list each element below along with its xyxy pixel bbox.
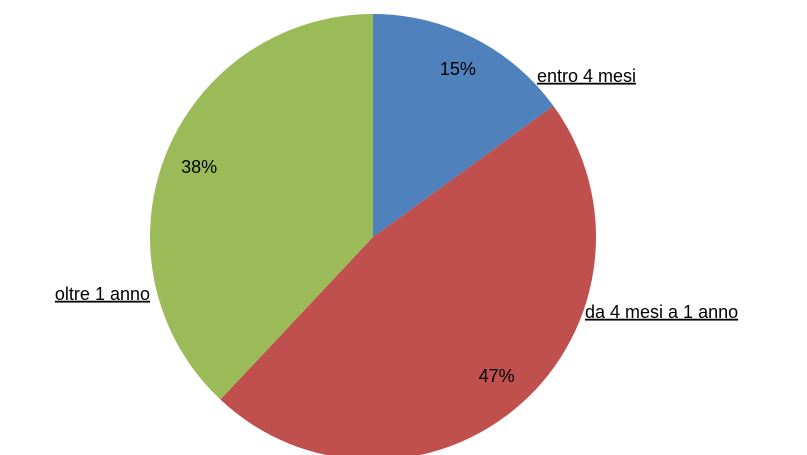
pie-slice bbox=[373, 14, 554, 237]
data-label: 47% bbox=[479, 366, 515, 386]
category-label: oltre 1 anno bbox=[55, 284, 150, 304]
pie-slice bbox=[149, 14, 373, 400]
data-label: 15% bbox=[440, 59, 476, 79]
category-label: entro 4 mesi bbox=[537, 66, 636, 86]
category-label: da 4 mesi a 1 anno bbox=[585, 302, 738, 322]
pie-slice bbox=[220, 105, 596, 455]
data-label: 38% bbox=[181, 157, 217, 177]
